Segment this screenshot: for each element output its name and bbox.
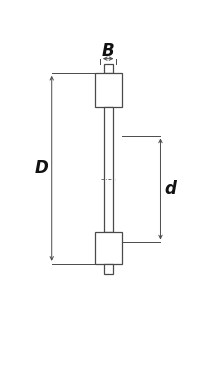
Text: D: D — [35, 159, 49, 177]
Text: d: d — [164, 180, 176, 198]
Bar — [104, 64, 113, 73]
Bar — [104, 264, 113, 274]
Bar — [95, 232, 122, 264]
Bar — [95, 73, 122, 107]
Text: B: B — [102, 42, 114, 60]
Bar — [104, 107, 113, 232]
